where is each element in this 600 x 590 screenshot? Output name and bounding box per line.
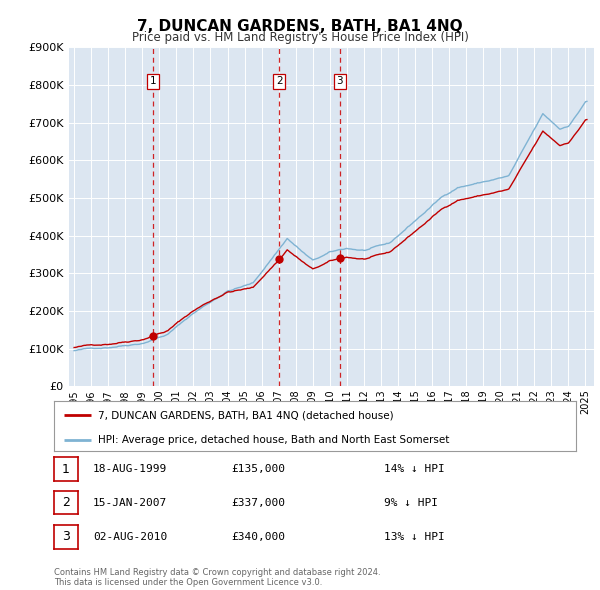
- Text: 7, DUNCAN GARDENS, BATH, BA1 4NQ (detached house): 7, DUNCAN GARDENS, BATH, BA1 4NQ (detach…: [98, 410, 394, 420]
- Text: 3: 3: [337, 76, 343, 86]
- Text: This data is licensed under the Open Government Licence v3.0.: This data is licensed under the Open Gov…: [54, 578, 322, 588]
- Text: 13% ↓ HPI: 13% ↓ HPI: [384, 532, 445, 542]
- Text: 18-AUG-1999: 18-AUG-1999: [93, 464, 167, 474]
- Text: 2: 2: [62, 496, 70, 509]
- Text: 1: 1: [149, 76, 156, 86]
- Text: £337,000: £337,000: [231, 498, 285, 507]
- Text: 1: 1: [62, 463, 70, 476]
- Text: 2: 2: [276, 76, 283, 86]
- Text: Contains HM Land Registry data © Crown copyright and database right 2024.: Contains HM Land Registry data © Crown c…: [54, 568, 380, 577]
- Text: 7, DUNCAN GARDENS, BATH, BA1 4NQ: 7, DUNCAN GARDENS, BATH, BA1 4NQ: [137, 19, 463, 34]
- Text: 14% ↓ HPI: 14% ↓ HPI: [384, 464, 445, 474]
- Text: 15-JAN-2007: 15-JAN-2007: [93, 498, 167, 507]
- Text: £340,000: £340,000: [231, 532, 285, 542]
- Text: Price paid vs. HM Land Registry's House Price Index (HPI): Price paid vs. HM Land Registry's House …: [131, 31, 469, 44]
- Text: £135,000: £135,000: [231, 464, 285, 474]
- Text: 3: 3: [62, 530, 70, 543]
- Text: 9% ↓ HPI: 9% ↓ HPI: [384, 498, 438, 507]
- Text: HPI: Average price, detached house, Bath and North East Somerset: HPI: Average price, detached house, Bath…: [98, 435, 450, 445]
- Text: 02-AUG-2010: 02-AUG-2010: [93, 532, 167, 542]
